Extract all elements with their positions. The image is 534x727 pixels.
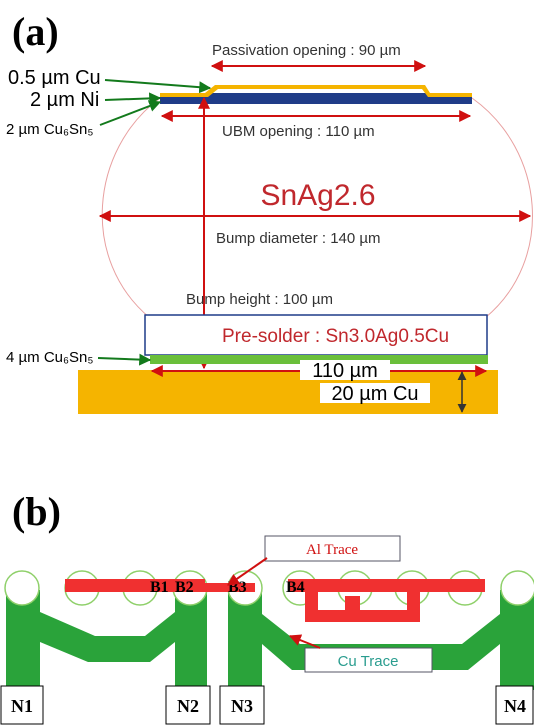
node-labels: N1 N2 N3 N4: [1, 686, 533, 724]
pointer: [105, 80, 210, 88]
node-label: N3: [231, 696, 253, 716]
bump-label: B1: [150, 579, 169, 596]
pointer: [105, 98, 160, 100]
imc-bottom-label: 4 µm Cu₆Sn₅: [6, 349, 93, 366]
pad: [501, 571, 534, 605]
al-trace-label: Al Trace: [306, 542, 358, 558]
imc-top-label: 2 µm Cu₆Sn₅: [6, 121, 93, 138]
bump-label: B3: [228, 579, 247, 596]
cu-trace: [228, 590, 534, 690]
solder-label: SnAg2.6: [260, 179, 375, 212]
pad: [5, 571, 39, 605]
pre-solder-label: Pre-solder : Sn3.0Ag0.5Cu: [222, 326, 449, 347]
passivation-label: Passivation opening : 90 µm: [212, 42, 401, 59]
ni-layer-label: 2 µm Ni: [30, 89, 99, 111]
node-label: N2: [177, 696, 199, 716]
pointer: [100, 102, 160, 125]
panel-label: (b): [12, 489, 61, 534]
cu-pad: [78, 370, 498, 414]
cu-trace: [6, 590, 207, 690]
node-label: N1: [11, 696, 33, 716]
cu-layer-label: 0.5 µm Cu: [8, 67, 101, 89]
bump-label: B2: [175, 579, 194, 596]
diameter-label: Bump diameter : 140 µm: [216, 230, 381, 247]
ubm-label: UBM opening : 110 µm: [222, 123, 375, 140]
pointer: [98, 358, 150, 360]
height-label: Bump height : 100 µm: [186, 291, 333, 308]
node-label: N4: [504, 696, 526, 716]
pad-width-label: 110 µm: [312, 360, 378, 382]
cu-pad-label: 20 µm Cu: [331, 383, 418, 405]
cu-trace-label: Cu Trace: [338, 653, 399, 670]
diagram: (a) Passivation opening : 90 µm 0.5 µm C…: [0, 0, 534, 727]
page: (a) Passivation opening : 90 µm 0.5 µm C…: [0, 0, 534, 727]
bump-label: B4: [286, 579, 305, 596]
panel-label: (a): [12, 9, 59, 54]
